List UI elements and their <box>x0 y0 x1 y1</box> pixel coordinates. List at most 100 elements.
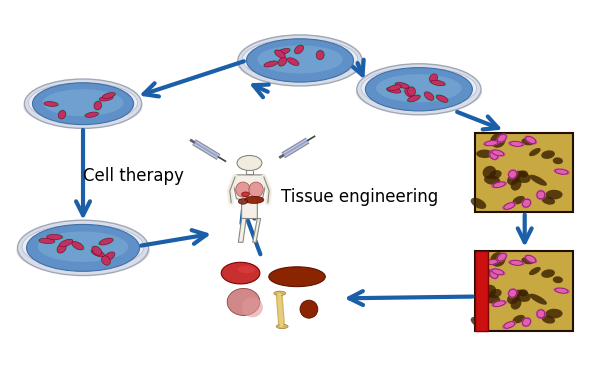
Ellipse shape <box>103 251 116 262</box>
Ellipse shape <box>430 74 437 83</box>
Ellipse shape <box>242 192 250 197</box>
Ellipse shape <box>555 169 568 174</box>
Ellipse shape <box>59 239 73 247</box>
Ellipse shape <box>482 166 496 179</box>
Ellipse shape <box>221 262 260 284</box>
Ellipse shape <box>526 255 536 262</box>
Ellipse shape <box>492 150 503 156</box>
Ellipse shape <box>484 294 500 304</box>
Ellipse shape <box>91 249 104 257</box>
Ellipse shape <box>545 190 563 199</box>
Ellipse shape <box>44 102 58 107</box>
Ellipse shape <box>242 298 263 317</box>
Ellipse shape <box>58 238 74 247</box>
Ellipse shape <box>94 101 101 110</box>
Ellipse shape <box>491 300 507 307</box>
Ellipse shape <box>295 45 304 54</box>
Ellipse shape <box>83 111 100 118</box>
Bar <box>475 251 488 331</box>
Ellipse shape <box>103 93 115 98</box>
Ellipse shape <box>92 246 102 255</box>
Ellipse shape <box>28 83 137 123</box>
Ellipse shape <box>511 179 521 191</box>
Ellipse shape <box>97 237 115 246</box>
Ellipse shape <box>101 256 110 265</box>
Ellipse shape <box>521 198 532 208</box>
Ellipse shape <box>277 48 290 55</box>
Ellipse shape <box>407 87 415 96</box>
Ellipse shape <box>44 234 64 240</box>
Ellipse shape <box>537 191 545 199</box>
Ellipse shape <box>476 150 493 158</box>
Ellipse shape <box>484 175 500 185</box>
Ellipse shape <box>406 94 422 103</box>
Ellipse shape <box>507 173 520 185</box>
Ellipse shape <box>275 48 292 56</box>
Ellipse shape <box>25 79 142 128</box>
Ellipse shape <box>529 175 547 186</box>
Ellipse shape <box>405 88 413 97</box>
Ellipse shape <box>101 92 117 99</box>
Ellipse shape <box>361 68 476 109</box>
Ellipse shape <box>39 238 55 243</box>
Ellipse shape <box>37 238 56 244</box>
Ellipse shape <box>436 95 448 102</box>
Ellipse shape <box>555 288 568 293</box>
Ellipse shape <box>72 242 83 250</box>
Ellipse shape <box>524 135 537 145</box>
Ellipse shape <box>496 252 508 262</box>
Ellipse shape <box>423 91 435 101</box>
Ellipse shape <box>237 41 363 85</box>
Ellipse shape <box>508 288 518 298</box>
Ellipse shape <box>249 182 263 197</box>
Ellipse shape <box>521 317 532 327</box>
Ellipse shape <box>518 289 528 296</box>
Ellipse shape <box>388 85 401 91</box>
Ellipse shape <box>504 322 515 328</box>
Ellipse shape <box>264 61 278 67</box>
Ellipse shape <box>493 301 505 306</box>
Ellipse shape <box>293 44 305 55</box>
Ellipse shape <box>244 196 264 203</box>
Ellipse shape <box>502 202 516 210</box>
Ellipse shape <box>541 269 555 278</box>
Ellipse shape <box>542 315 555 324</box>
Ellipse shape <box>529 294 547 305</box>
Ellipse shape <box>470 198 486 209</box>
Ellipse shape <box>485 259 497 265</box>
Ellipse shape <box>553 287 570 294</box>
Ellipse shape <box>376 74 461 102</box>
Ellipse shape <box>490 270 498 278</box>
Ellipse shape <box>482 285 496 298</box>
Ellipse shape <box>489 170 502 179</box>
Ellipse shape <box>521 138 535 145</box>
Ellipse shape <box>523 318 530 326</box>
Ellipse shape <box>553 276 563 283</box>
Ellipse shape <box>287 58 299 66</box>
Ellipse shape <box>394 82 411 89</box>
Ellipse shape <box>395 82 409 88</box>
Polygon shape <box>238 219 246 242</box>
Ellipse shape <box>470 317 486 328</box>
Ellipse shape <box>387 87 401 93</box>
Ellipse shape <box>85 112 98 117</box>
Ellipse shape <box>508 141 525 147</box>
Ellipse shape <box>98 95 115 102</box>
Ellipse shape <box>488 269 499 279</box>
Polygon shape <box>253 219 260 242</box>
Ellipse shape <box>274 291 286 295</box>
Ellipse shape <box>242 39 358 80</box>
Ellipse shape <box>236 182 250 197</box>
Ellipse shape <box>435 94 449 103</box>
Ellipse shape <box>57 244 66 253</box>
Ellipse shape <box>490 133 506 148</box>
Ellipse shape <box>524 254 537 264</box>
Ellipse shape <box>89 249 106 258</box>
Ellipse shape <box>315 49 325 61</box>
Ellipse shape <box>541 150 555 159</box>
Ellipse shape <box>504 203 515 209</box>
Ellipse shape <box>356 70 482 113</box>
Ellipse shape <box>277 56 288 67</box>
Ellipse shape <box>16 227 149 274</box>
Ellipse shape <box>512 315 525 323</box>
